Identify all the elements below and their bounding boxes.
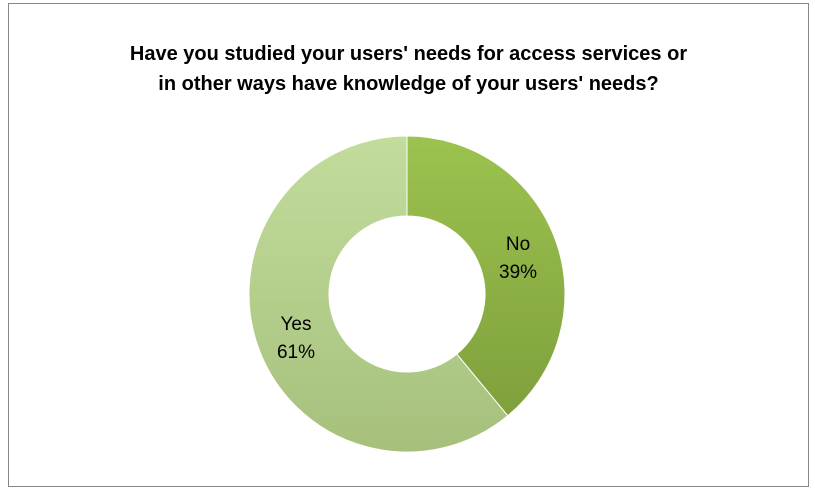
chart-frame: Have you studied your users' needs for a… — [8, 3, 809, 487]
chart-title-line-1: Have you studied your users' needs for a… — [129, 43, 688, 65]
chart-title: Have you studied your users' needs for a… — [9, 39, 808, 99]
slice-category-label: No — [506, 234, 530, 255]
slice-category-label: Yes — [280, 314, 311, 335]
donut-chart: No 39% Yes 61% — [248, 135, 566, 453]
slice-value-label: 39% — [499, 262, 537, 283]
slice-value-label: 61% — [277, 342, 315, 363]
chart-title-line-2: in other ways have knowledge of your use… — [158, 73, 659, 95]
slice-no — [406, 135, 566, 417]
slice-label-no: No 39% — [499, 234, 537, 283]
slice-label-yes: Yes 61% — [277, 314, 315, 363]
slice-yes — [248, 135, 509, 453]
